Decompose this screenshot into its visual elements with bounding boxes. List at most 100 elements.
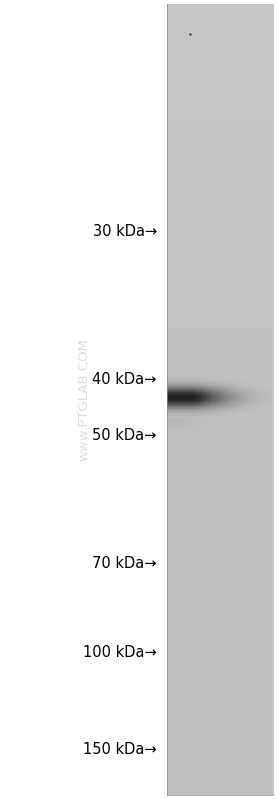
Bar [167,186,273,190]
Bar [229,425,231,427]
Bar [181,451,184,452]
Bar [169,424,172,425]
Bar [194,423,196,424]
Bar [231,432,234,433]
Bar [234,445,236,447]
Bar [209,429,211,430]
Bar [226,451,229,452]
Bar [219,433,221,435]
Bar [167,166,273,170]
Bar [181,427,184,429]
Bar [209,438,211,439]
Bar [224,424,226,425]
Bar [189,437,192,438]
Bar [172,451,174,452]
Bar [229,420,231,422]
Bar [192,432,194,433]
Bar [194,431,196,432]
Bar [221,440,224,442]
Bar [192,452,194,453]
Bar [196,433,199,435]
Bar [219,444,221,445]
Bar [167,400,273,403]
Bar [186,430,189,431]
Bar [204,445,206,447]
Bar [179,431,181,432]
Bar [216,430,219,431]
Bar [234,420,236,422]
Bar [192,451,194,452]
Bar [201,447,204,449]
Bar [214,452,216,453]
Bar [201,444,204,445]
Bar [219,442,221,443]
Bar [176,444,179,445]
Bar [167,95,273,99]
Bar [172,440,174,442]
Bar [167,296,273,300]
Bar [167,28,273,32]
Bar [167,439,273,443]
Bar [174,443,176,444]
Bar [174,445,176,447]
Bar [181,439,184,440]
Bar [167,316,273,320]
Bar [214,422,216,423]
Bar [199,431,201,432]
Bar [167,71,273,75]
Bar [167,364,273,368]
Bar [169,431,172,432]
Bar [167,522,273,526]
Bar [239,452,241,453]
Bar [204,432,206,433]
Bar [184,430,186,431]
Bar [179,449,181,450]
Bar [204,430,206,431]
Bar [167,75,273,79]
Bar [189,425,192,427]
Bar [219,427,221,429]
Bar [167,444,169,445]
Bar [189,423,192,424]
Bar [201,429,204,430]
Bar [167,676,273,680]
Bar [167,442,169,443]
Bar [167,534,273,538]
Bar [167,328,273,332]
Bar [204,429,206,430]
Bar [167,123,273,126]
Bar [167,471,273,475]
Bar [172,445,174,447]
Bar [216,420,219,422]
Bar [186,450,189,451]
Bar [196,439,199,440]
Bar [214,424,216,425]
Bar [214,440,216,442]
Bar [176,435,179,437]
Bar [236,451,239,452]
Bar [189,433,192,435]
Bar [167,429,169,430]
Bar [184,450,186,451]
Bar [167,376,273,380]
Bar [224,429,226,430]
Bar [172,439,174,440]
Bar [167,447,273,451]
Bar [221,439,224,440]
Bar [221,429,224,430]
Bar [172,444,174,445]
Bar [167,661,273,665]
Bar [167,225,273,229]
Bar [236,443,239,444]
Bar [167,209,273,213]
Bar [194,437,196,438]
Bar [179,447,181,449]
Bar [167,356,273,360]
Bar [167,440,169,442]
Bar [239,445,241,447]
Bar [167,487,273,491]
Bar [236,433,239,435]
Bar [236,452,239,453]
Bar [176,447,179,449]
Bar [204,443,206,444]
